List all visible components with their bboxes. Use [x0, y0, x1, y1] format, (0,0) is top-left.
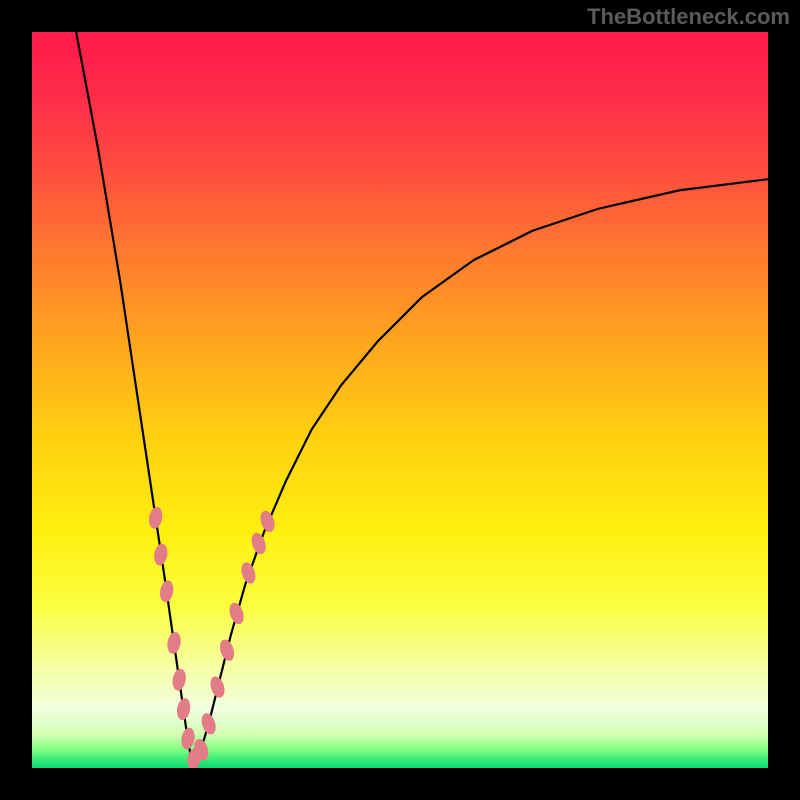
curve-overlay: [32, 32, 768, 768]
marker-left-4: [171, 668, 188, 692]
marker-right-1: [199, 711, 218, 736]
curve-right-branch: [194, 179, 768, 766]
marker-left-5: [175, 697, 192, 721]
marker-left-1: [152, 543, 169, 567]
marker-right-5: [239, 560, 258, 585]
marker-left-3: [166, 631, 183, 655]
marker-right-2: [208, 675, 227, 700]
watermark-text: TheBottleneck.com: [587, 4, 790, 30]
chart-container: TheBottleneck.com: [0, 0, 800, 800]
plot-area: [32, 32, 768, 768]
marker-left-6: [180, 727, 197, 751]
marker-right-4: [227, 601, 246, 626]
marker-left-0: [147, 506, 164, 530]
curve-left-branch: [76, 32, 194, 766]
marker-right-6: [249, 531, 268, 556]
marker-right-7: [258, 509, 277, 534]
marker-left-2: [158, 579, 175, 603]
marker-right-3: [217, 638, 236, 663]
